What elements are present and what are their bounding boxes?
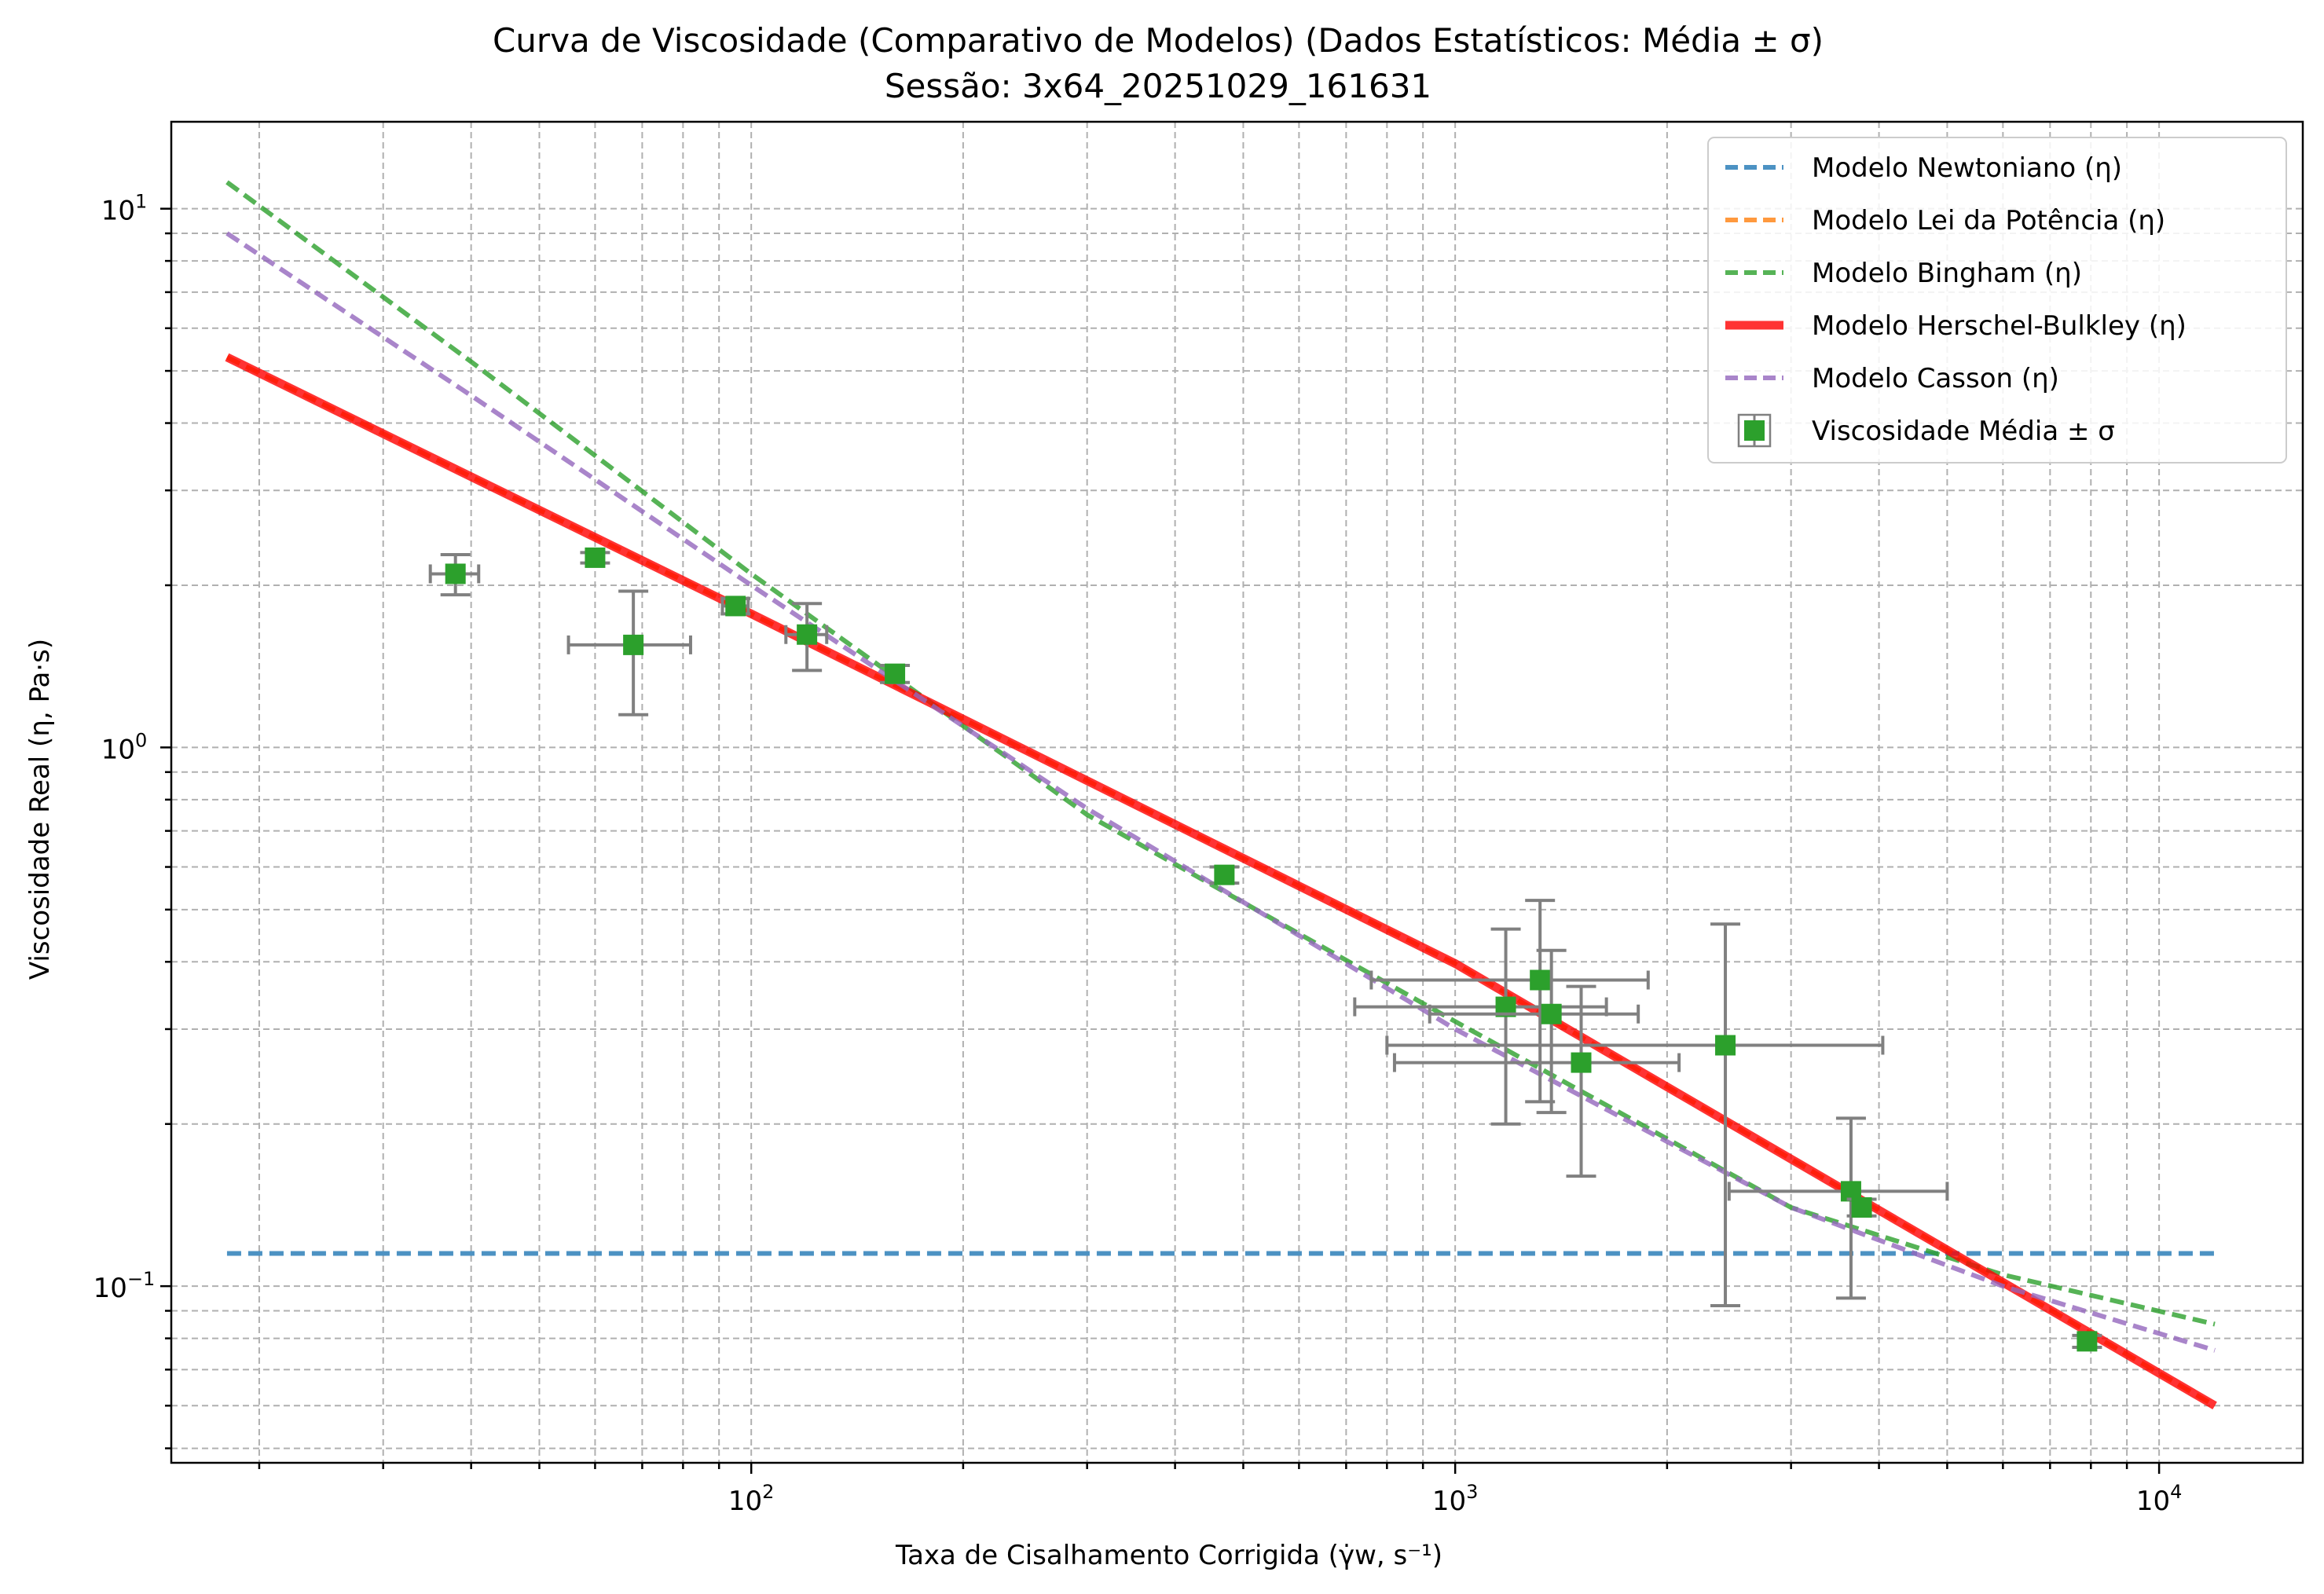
legend: Modelo Newtoniano (η) Modelo Lei da Potên… <box>1707 137 2287 464</box>
data-point-marker <box>623 634 644 655</box>
data-point-marker <box>2077 1331 2098 1352</box>
y-tick-label: 100 <box>101 729 148 765</box>
data-point-marker <box>1851 1196 1872 1218</box>
y-tick-label: 10−1 <box>93 1268 156 1304</box>
x-tick-label: 104 <box>2136 1481 2183 1517</box>
plot-frame <box>170 120 2304 1464</box>
y-tick-label: 101 <box>101 191 148 227</box>
axis-ticks: 102 103 104 10−1 100 101 <box>93 191 2183 1517</box>
series-line-modelo-casson <box>225 231 2216 1353</box>
legend-label: Viscosidade Média ± σ <box>1812 416 2115 447</box>
series-line-modelo-herschel-bulkley <box>225 353 2217 1410</box>
data-point-marker <box>1541 1003 1562 1024</box>
legend-label: Modelo Casson (η) <box>1812 363 2059 394</box>
legend-label: Modelo Newtoniano (η) <box>1812 152 2122 184</box>
chart-subtitle: Sessão: 3x64_20251029_161631 <box>885 67 1431 105</box>
y-axis-label: Viscosidade Real (η, Pa·s) <box>24 639 56 980</box>
legend-label: Modelo Lei da Potência (η) <box>1812 205 2165 236</box>
data-point-marker <box>797 624 818 645</box>
data-point-marker <box>1530 969 1551 991</box>
data-point-marker <box>1214 864 1235 885</box>
data-point-marker <box>1571 1052 1592 1073</box>
x-tick-label: 102 <box>728 1481 775 1517</box>
data-point-marker <box>885 663 906 684</box>
model-curves <box>225 180 2217 1410</box>
data-point-marker <box>725 595 746 617</box>
legend-swatch-marker <box>1744 420 1765 441</box>
data-point-marker <box>445 563 466 584</box>
x-axis-label: Taxa de Cisalhamento Corrigida (γ̇w, s⁻¹… <box>895 1540 1442 1571</box>
data-point-marker <box>585 547 606 568</box>
legend-frame <box>1707 137 2287 464</box>
legend-label: Modelo Bingham (η) <box>1812 258 2082 289</box>
legend-label: Modelo Herschel-Bulkley (η) <box>1812 310 2187 342</box>
chart-title: Curva de Viscosidade (Comparativo de Mod… <box>493 21 1824 60</box>
x-tick-label: 103 <box>1432 1481 1479 1517</box>
data-point-marker <box>1715 1035 1736 1056</box>
data-points <box>428 547 2102 1352</box>
